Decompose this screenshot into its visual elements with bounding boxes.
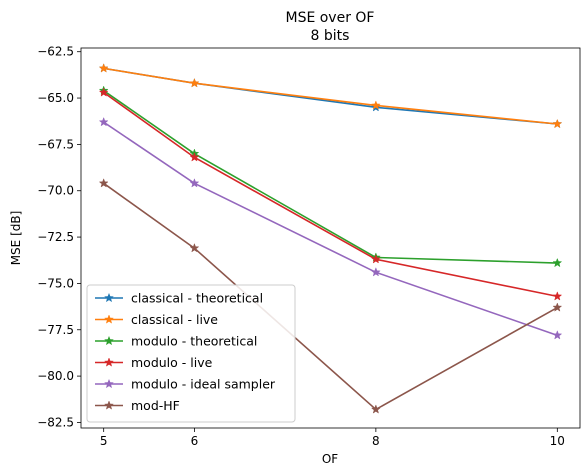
data-point	[552, 257, 563, 268]
data-point	[552, 330, 563, 340]
x-tick-label: 6	[191, 434, 199, 448]
data-point	[552, 302, 563, 312]
x-axis-label: OF	[322, 452, 338, 466]
y-tick-label: −70.0	[37, 184, 74, 198]
legend-label: mod-HF	[131, 398, 180, 413]
y-tick-label: −82.5	[37, 415, 74, 429]
legend-box	[86, 284, 296, 423]
legend-label: classical - theoretical	[131, 291, 263, 306]
legend-label: classical - live	[131, 312, 218, 327]
y-tick-label: −77.5	[37, 323, 74, 337]
y-tick-label: −62.5	[37, 45, 74, 59]
x-tick-label: 8	[372, 434, 380, 448]
y-tick-label: −67.5	[37, 137, 74, 151]
data-point	[98, 116, 109, 127]
data-point	[189, 178, 200, 188]
legend-marker	[104, 314, 114, 324]
legend-marker	[104, 378, 114, 389]
series-line	[103, 121, 558, 337]
data-point	[189, 152, 200, 162]
legend-label: modulo - ideal sampler	[131, 377, 276, 392]
chart-subtitle: 8 bits	[311, 28, 350, 44]
data-point	[98, 63, 109, 73]
data-point	[370, 267, 381, 277]
data-point	[189, 242, 200, 253]
data-point	[552, 118, 563, 129]
legend-marker	[104, 335, 114, 346]
series-line	[103, 67, 558, 125]
series-line	[103, 89, 558, 264]
legend-marker	[104, 357, 114, 367]
legend: classical - theoretical classical - live m…	[86, 284, 296, 423]
data-point	[189, 78, 200, 88]
x-tick-label: 5	[100, 434, 108, 448]
legend-marker	[104, 400, 114, 410]
data-point	[370, 404, 381, 414]
legend-label: modulo - theoretical	[131, 334, 257, 349]
y-tick-label: −65.0	[37, 91, 74, 105]
data-point	[370, 100, 381, 110]
plot-frame	[80, 47, 581, 429]
legend-marker	[104, 292, 114, 303]
data-point	[98, 87, 109, 97]
series-line	[103, 67, 558, 125]
y-tick-label: −72.5	[37, 230, 74, 244]
y-tick-label: −80.0	[37, 369, 74, 383]
data-point	[552, 291, 563, 301]
y-axis-label: MSE [dB]	[9, 211, 23, 266]
data-point	[370, 254, 381, 264]
legend-label: modulo - live	[131, 355, 213, 370]
x-tick-label: 10	[550, 434, 565, 448]
series-line	[103, 91, 558, 298]
y-tick-label: −75.0	[37, 276, 74, 290]
data-point	[98, 178, 109, 188]
chart-title: MSE over OF	[285, 10, 374, 26]
